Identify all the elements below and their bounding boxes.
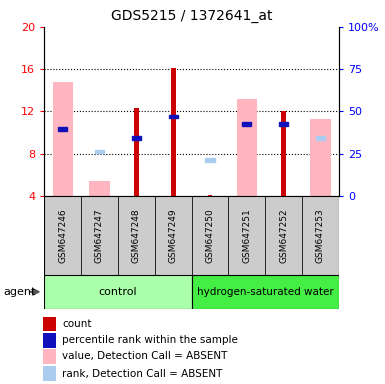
Text: GSM647250: GSM647250	[206, 208, 214, 263]
Bar	[281, 111, 286, 196]
Bar	[279, 122, 288, 126]
Text: GSM647251: GSM647251	[242, 208, 251, 263]
Bar	[316, 136, 325, 140]
Bar	[44, 196, 81, 275]
Text: GSM647248: GSM647248	[132, 208, 141, 263]
Bar	[265, 196, 302, 275]
Bar	[302, 196, 339, 275]
Text: control: control	[99, 287, 137, 297]
Bar	[192, 196, 228, 275]
Bar	[310, 119, 330, 196]
Text: GSM647247: GSM647247	[95, 208, 104, 263]
Text: count: count	[62, 319, 92, 329]
Title: GDS5215 / 1372641_at: GDS5215 / 1372641_at	[111, 9, 272, 23]
Bar	[43, 366, 56, 381]
Bar	[155, 196, 192, 275]
Text: GSM647246: GSM647246	[58, 208, 67, 263]
Text: GSM647252: GSM647252	[279, 208, 288, 263]
Bar	[53, 82, 73, 196]
Text: percentile rank within the sample: percentile rank within the sample	[62, 335, 238, 345]
Text: agent: agent	[4, 287, 36, 297]
Bar	[58, 127, 67, 131]
Bar	[43, 349, 56, 364]
Bar	[118, 196, 155, 275]
Bar	[192, 275, 339, 309]
Text: GSM647253: GSM647253	[316, 208, 325, 263]
Bar	[169, 115, 178, 119]
Bar	[43, 317, 56, 331]
Bar	[171, 68, 176, 196]
Bar	[208, 195, 213, 196]
Bar	[81, 196, 118, 275]
Text: GSM647249: GSM647249	[169, 208, 177, 263]
Bar	[95, 150, 104, 153]
Bar	[228, 196, 265, 275]
Bar	[134, 108, 139, 196]
Bar	[43, 333, 56, 348]
Text: hydrogen-saturated water: hydrogen-saturated water	[197, 287, 333, 297]
Bar	[205, 158, 214, 162]
Bar	[44, 275, 192, 309]
Bar	[237, 99, 257, 196]
Bar	[132, 136, 141, 140]
Bar	[89, 181, 110, 196]
Bar	[242, 122, 251, 126]
Text: value, Detection Call = ABSENT: value, Detection Call = ABSENT	[62, 351, 228, 361]
Text: rank, Detection Call = ABSENT: rank, Detection Call = ABSENT	[62, 369, 223, 379]
